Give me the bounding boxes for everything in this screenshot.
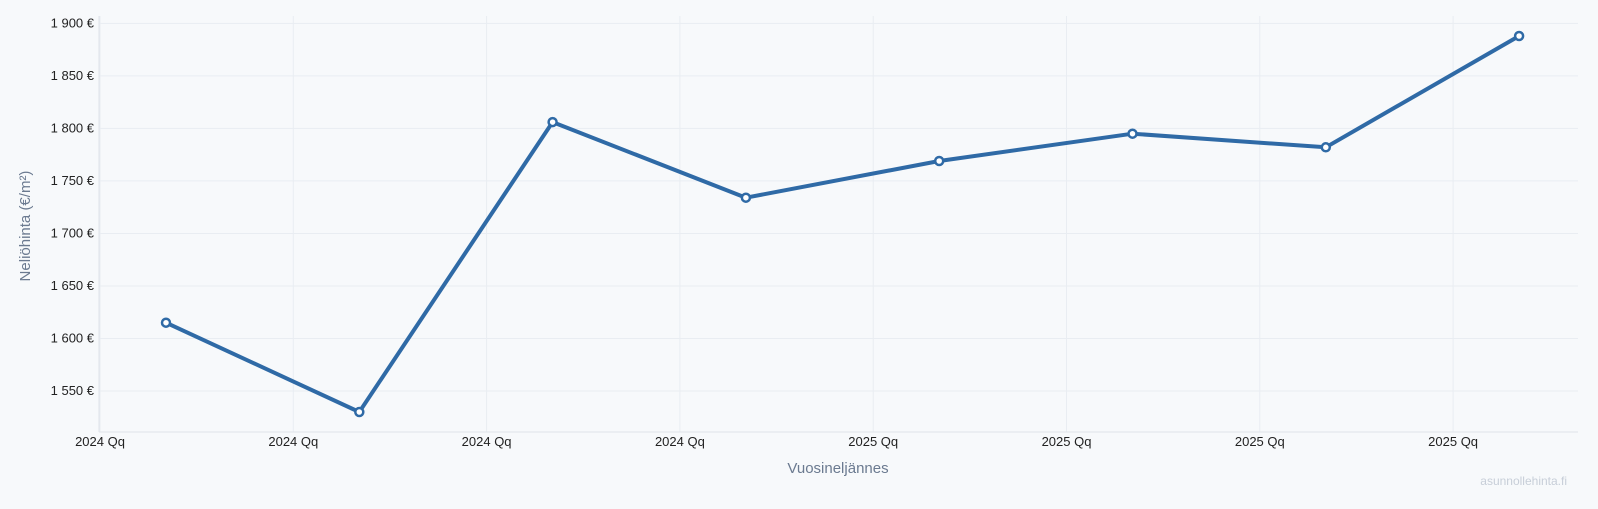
x-tick-label: 2025 Qq (1042, 434, 1092, 449)
y-tick-label: 1 600 € (51, 331, 95, 346)
grid (99, 16, 1578, 432)
data-point[interactable] (1320, 142, 1332, 153)
y-tick-label: 1 850 € (51, 68, 95, 83)
series-layer (160, 30, 1525, 418)
x-tick-label: 2025 Qq (1235, 434, 1285, 449)
y-axis-label: Neliöhinta (€/m²) (17, 171, 34, 282)
axes (98, 16, 1578, 433)
y-tick-label: 1 750 € (51, 173, 95, 188)
y-tick-label: 1 550 € (51, 383, 95, 398)
y-axis-ticks: 1 550 € 1 600 € 1 650 € 1 700 € 1 750 € 1 800… (51, 15, 95, 398)
data-point[interactable] (933, 155, 945, 167)
x-tick-label: 2025 Qq (848, 434, 898, 449)
watermark: asunnollehinta.fi (1480, 474, 1567, 488)
x-tick-label: 2024 Qq (655, 434, 705, 449)
x-tick-label: 2024 Qq (462, 434, 512, 449)
y-tick-label: 1 800 € (51, 120, 95, 135)
x-axis-label: Vuosineljännes (787, 460, 888, 477)
x-tick-label: 2025 Qq (1428, 434, 1478, 449)
data-point[interactable] (740, 192, 752, 203)
data-point[interactable] (354, 406, 365, 418)
data-point[interactable] (1513, 30, 1525, 42)
x-tick-label: 2024 Qq (75, 434, 125, 449)
data-point[interactable] (1127, 128, 1138, 139)
data-point[interactable] (547, 116, 558, 128)
y-tick-label: 1 900 € (51, 15, 95, 30)
series-line (164, 34, 1522, 414)
y-tick-label: 1 700 € (51, 225, 95, 240)
data-point[interactable] (160, 317, 172, 328)
x-axis-ticks: 2024 Qq 2024 Qq 2024 Qq 2024 Qq 2025 Qq 2025 … (75, 434, 1478, 449)
y-tick-label: 1 650 € (51, 278, 95, 293)
x-tick-label: 2024 Qq (268, 434, 318, 449)
